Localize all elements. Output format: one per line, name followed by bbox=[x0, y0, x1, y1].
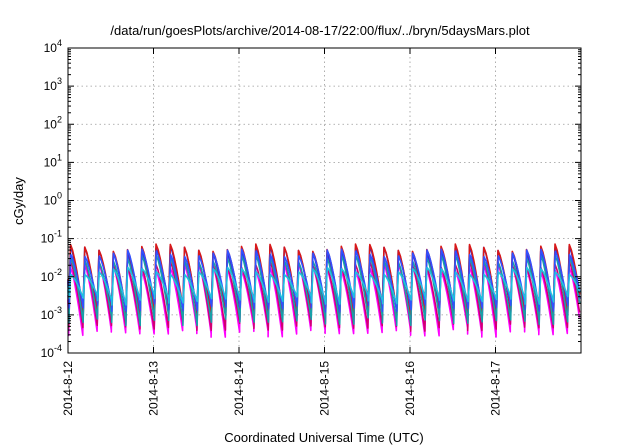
series-line bbox=[67, 266, 581, 306]
x-tick-label: 2014-8-17 bbox=[489, 361, 503, 416]
x-tick-label: 2014-8-14 bbox=[232, 361, 246, 416]
y-axis-label: cGy/day bbox=[11, 177, 26, 225]
y-tick-label: 101 bbox=[44, 152, 62, 169]
y-tick-label: 10-1 bbox=[41, 229, 62, 246]
y-tick-label: 100 bbox=[44, 191, 62, 208]
y-tick-label: 10-2 bbox=[41, 267, 62, 284]
x-tick-label: 2014-8-15 bbox=[318, 361, 332, 416]
data-series bbox=[67, 243, 581, 338]
x-tick-label: 2014-8-13 bbox=[147, 361, 161, 416]
x-axis-label: Coordinated Universal Time (UTC) bbox=[224, 430, 423, 445]
chart-title: /data/run/goesPlots/archive/2014-08-17/2… bbox=[110, 23, 530, 38]
x-tick-label: 2014-8-16 bbox=[403, 361, 417, 416]
y-axis: 10-4 10-3 10-2 10-1 100 101 102 103 104 bbox=[41, 38, 581, 360]
x-axis: 2014-8-12 2014-8-13 2014-8-14 2014-8-15 2014… bbox=[61, 48, 503, 416]
y-tick-label: 102 bbox=[44, 114, 62, 131]
y-tick-label: 10-4 bbox=[41, 343, 62, 360]
y-tick-label: 104 bbox=[44, 38, 62, 55]
y-tick-label: 10-3 bbox=[41, 305, 62, 322]
series-line bbox=[67, 259, 581, 332]
y-tick-label: 103 bbox=[44, 76, 62, 93]
series-line bbox=[67, 254, 581, 327]
x-tick-label: 2014-8-12 bbox=[61, 361, 75, 416]
